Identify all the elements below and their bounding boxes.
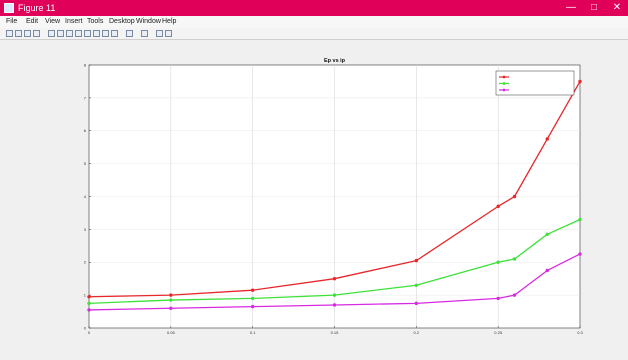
series-2-point[interactable]	[512, 257, 517, 261]
series-2-point[interactable]	[250, 296, 255, 301]
series-3-point[interactable]	[496, 296, 500, 301]
series-3-point[interactable]	[169, 306, 173, 310]
colorbar-icon[interactable]	[126, 30, 133, 37]
print-icon[interactable]	[33, 30, 40, 37]
series-1-point[interactable]	[250, 288, 255, 292]
series-3-point[interactable]	[332, 303, 337, 307]
series-2-point[interactable]	[496, 260, 500, 264]
y-tick-label: 6	[84, 128, 87, 133]
y-tick-label: 1	[84, 293, 87, 298]
menu-edit[interactable]: Edit	[26, 18, 39, 25]
chart-title: Ep vs ip	[324, 58, 346, 64]
menu-tools[interactable]: Tools	[87, 18, 104, 25]
y-tick-label: 8	[84, 62, 87, 67]
y-tick-label: 4	[84, 194, 87, 199]
zoom-in-icon[interactable]	[57, 30, 64, 37]
series-2-point[interactable]	[414, 283, 419, 287]
series-2-point[interactable]	[578, 217, 582, 222]
series-1-point[interactable]	[87, 295, 91, 299]
brush-icon[interactable]	[102, 30, 109, 37]
menu-file[interactable]: File	[6, 18, 18, 25]
menu-window[interactable]: Window	[136, 18, 161, 25]
minimize-button[interactable]: —	[566, 2, 576, 13]
window-title: Figure 11	[18, 3, 56, 13]
series-layer	[87, 79, 582, 312]
data-cursor-icon[interactable]	[93, 30, 100, 37]
legend-marker-2	[502, 82, 506, 85]
y-tick-label: 5	[84, 161, 87, 166]
pointer-icon[interactable]	[48, 30, 55, 37]
series-3-point[interactable]	[250, 304, 255, 309]
series-2-point[interactable]	[87, 301, 91, 306]
series-1-point[interactable]	[496, 204, 500, 209]
x-tick-label: 0.3	[577, 330, 583, 335]
matlab-figure-icon	[4, 3, 14, 13]
x-tick-label: 0.2	[414, 330, 420, 335]
series-2-point[interactable]	[332, 293, 337, 297]
series-1-point[interactable]	[414, 258, 419, 263]
x-tick-label: 0.15	[331, 330, 340, 335]
y-tick-label: 0	[84, 325, 87, 330]
legend-icon[interactable]	[141, 30, 148, 37]
window-titlebar: Figure 11 — □ ✕	[0, 0, 628, 16]
x-tick-label: 0.25	[494, 330, 503, 335]
open-icon[interactable]	[15, 30, 22, 37]
new-figure-icon[interactable]	[6, 30, 13, 37]
series-3-point[interactable]	[512, 293, 517, 297]
y-tick-label: 7	[84, 95, 87, 100]
menu-view[interactable]: View	[45, 18, 61, 25]
x-tick-label: 0.05	[167, 330, 176, 335]
menu-help[interactable]: Help	[162, 18, 177, 25]
series-1-point[interactable]	[169, 293, 173, 297]
series-1-point[interactable]	[545, 137, 549, 141]
series-2-point[interactable]	[545, 232, 549, 237]
menu-insert[interactable]: Insert	[65, 18, 83, 25]
link-icon[interactable]	[111, 30, 118, 37]
maximize-button[interactable]: □	[590, 2, 598, 13]
legend-marker-1	[502, 75, 506, 79]
show-plot-tools-icon[interactable]	[165, 30, 172, 37]
series-1-point[interactable]	[332, 276, 337, 281]
series-3-point[interactable]	[87, 308, 91, 312]
hide-plot-tools-icon[interactable]	[156, 30, 163, 37]
zoom-out-icon[interactable]	[66, 30, 73, 37]
series-3-point[interactable]	[414, 301, 419, 306]
series-3-point[interactable]	[545, 268, 549, 273]
pan-icon[interactable]	[75, 30, 82, 37]
menu-desktop[interactable]: Desktop	[109, 18, 135, 25]
series-1-point[interactable]	[578, 79, 582, 84]
menubar: File Edit View Insert Tools Desktop Wind…	[0, 16, 628, 28]
save-icon[interactable]	[24, 30, 31, 37]
figure-toolbar	[0, 28, 628, 40]
legend-marker-3	[502, 88, 506, 92]
axis-ticks: 0 0.05 0.1 0.15 0.2 0.25 0.3 0 1 2 3 4 5 6 7 8	[84, 62, 584, 335]
y-tick-label: 3	[84, 227, 87, 232]
series-3-point[interactable]	[578, 252, 582, 256]
series-2-point[interactable]	[169, 298, 173, 302]
y-tick-label: 2	[84, 260, 87, 265]
x-tick-label: 0.1	[250, 330, 256, 335]
legend[interactable]	[495, 70, 575, 96]
close-button[interactable]: ✕	[612, 2, 622, 13]
rotate-icon[interactable]	[84, 30, 91, 37]
series-1-point[interactable]	[512, 194, 517, 199]
x-tick-label: 0	[88, 330, 91, 335]
